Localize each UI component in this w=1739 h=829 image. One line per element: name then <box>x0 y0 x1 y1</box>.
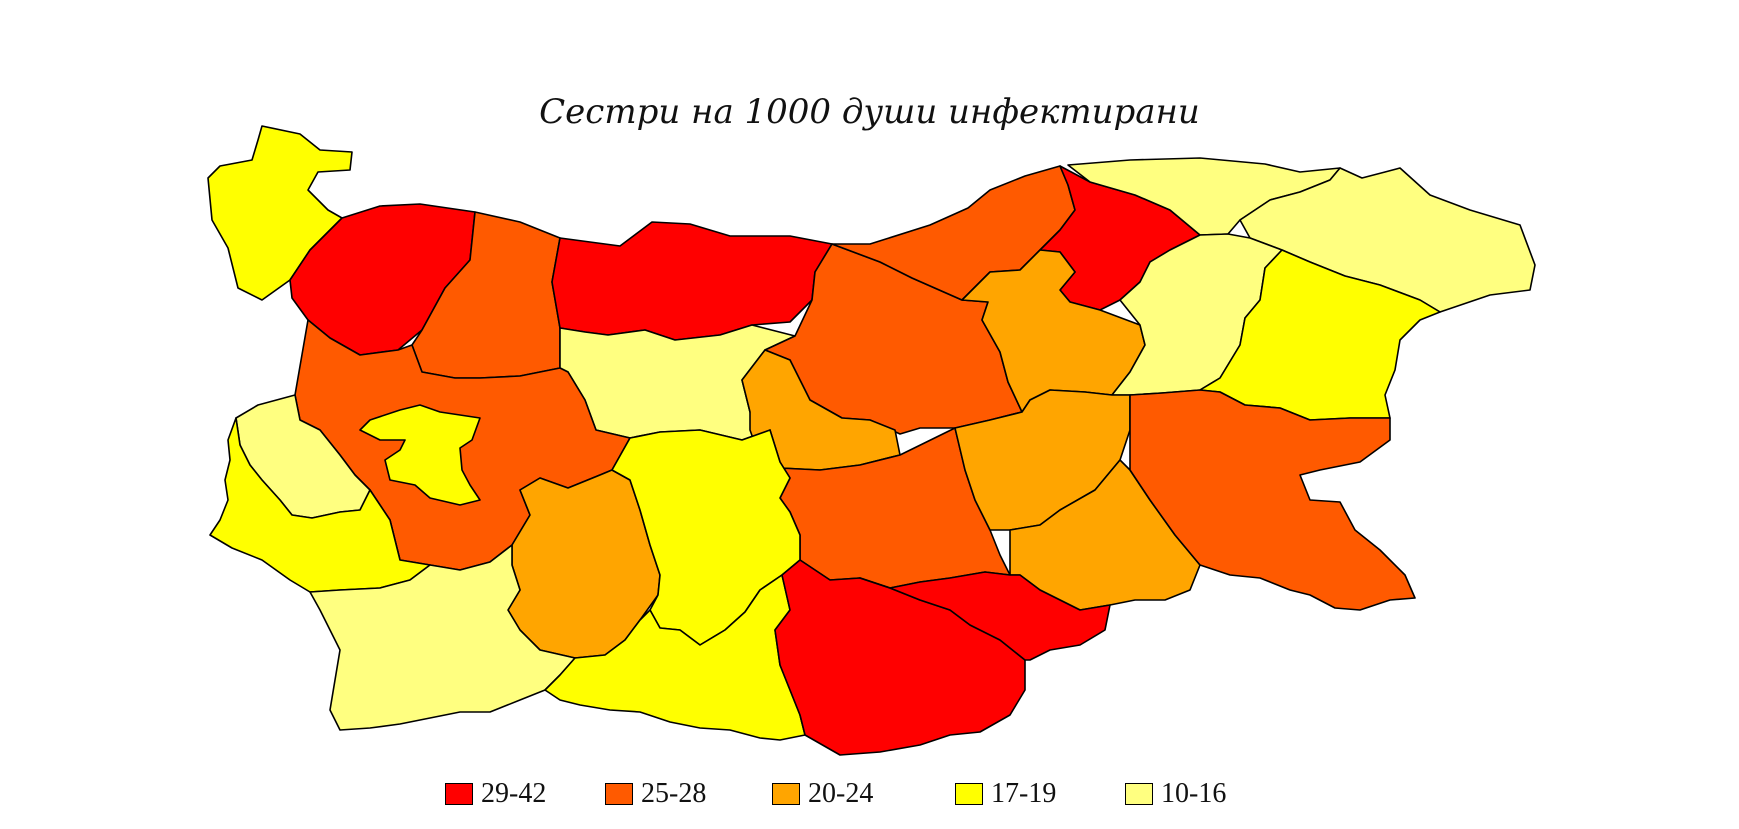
legend-swatch <box>1125 783 1153 805</box>
map-legend: 29-42 25-28 20-24 17-19 10-16 <box>0 776 1739 812</box>
legend-swatch <box>605 783 633 805</box>
region-burgas <box>1129 389 1416 611</box>
legend-item: 10-16 <box>1125 776 1226 812</box>
legend-label: 25-28 <box>641 778 707 809</box>
region-haskovo <box>859 571 1111 661</box>
legend-item: 25-28 <box>605 776 706 812</box>
legend-label: 20-24 <box>808 778 874 809</box>
region-sofia-city <box>359 404 481 506</box>
legend-label: 17-19 <box>991 778 1057 809</box>
legend-label: 29-42 <box>481 778 547 809</box>
region-pleven <box>551 221 833 341</box>
legend-swatch <box>955 783 983 805</box>
legend-swatch <box>772 783 800 805</box>
legend-item: 17-19 <box>955 776 1056 812</box>
legend-item: 20-24 <box>772 776 873 812</box>
legend-label: 10-16 <box>1161 778 1227 809</box>
legend-swatch <box>445 783 473 805</box>
map-title: Сестри на 1000 души инфектирани <box>539 92 1200 132</box>
legend-item: 29-42 <box>445 776 546 812</box>
